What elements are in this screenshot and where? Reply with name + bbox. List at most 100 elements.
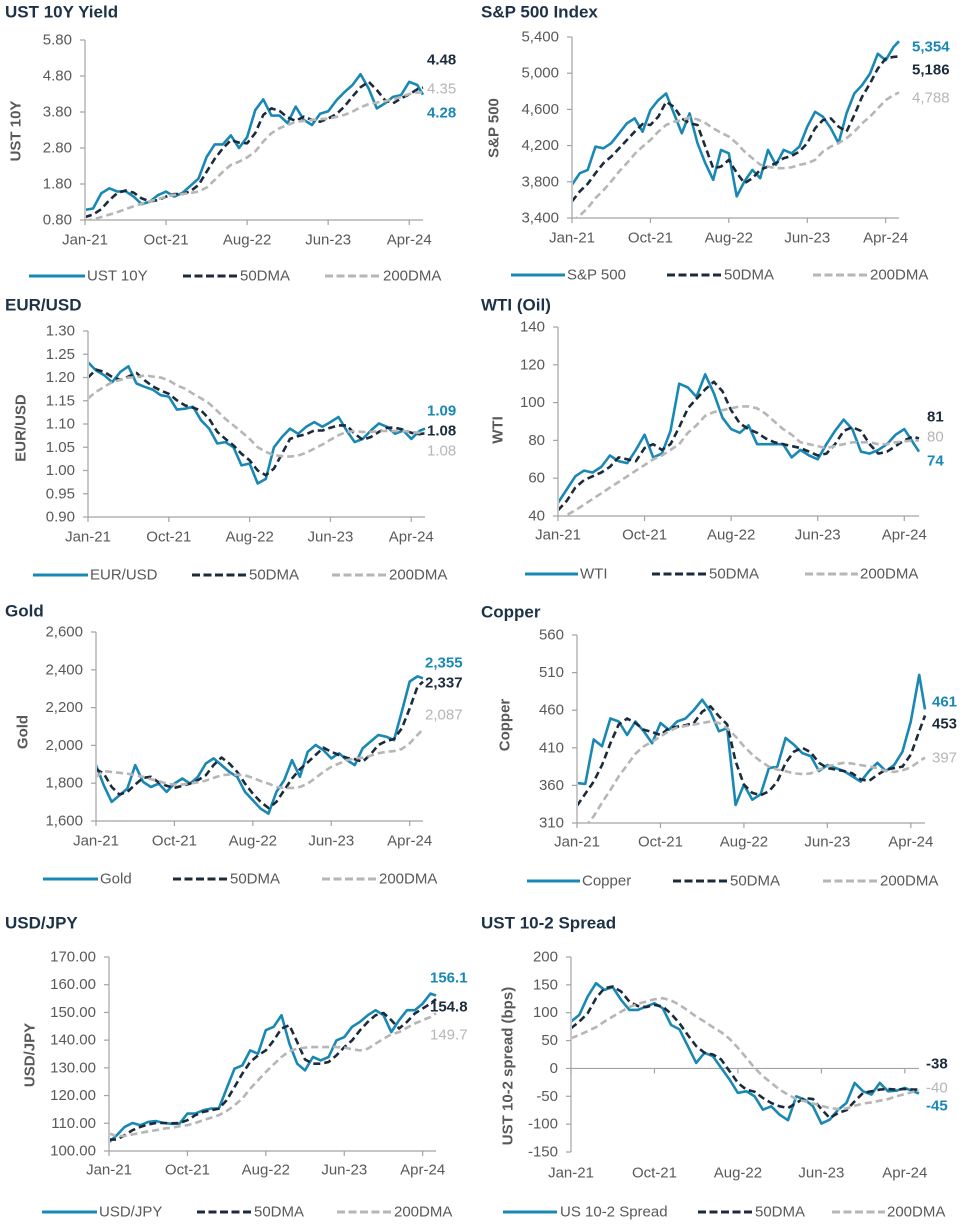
legend-label: 200DMA <box>383 268 441 285</box>
chart-panel-s-p-500-index: S&P 500 Index S&P 500 3,400 3,800 4,200 4,600… <box>481 3 950 284</box>
x-tick-label: Jan-21 <box>554 834 600 851</box>
y-tick-label: 560 <box>539 627 564 644</box>
x-tick-label: Oct-21 <box>638 834 683 851</box>
plot-area <box>573 40 900 218</box>
chart-panel-wti-oil: WTI (Oil) WTI 40 60 80 100 120 140 Jan-21 Oct-21 A… <box>481 296 944 583</box>
series-line-50dma <box>578 705 927 807</box>
end-value-label-50dma: 5,186 <box>912 62 950 79</box>
plot-area <box>572 981 920 1125</box>
y-axis-title: Copper <box>497 699 514 752</box>
x-tick-label: Jan-21 <box>548 1165 594 1182</box>
legend-item-200dma: 200DMA <box>337 1204 452 1221</box>
end-value-label-50dma: 453 <box>932 716 957 733</box>
x-tick-label: Oct-21 <box>622 527 667 544</box>
y-tick-label: 50 <box>541 1032 558 1049</box>
series-line-s-p-500 <box>573 40 900 198</box>
series-line-eur-usd <box>89 361 426 485</box>
x-tick-label: Jun-23 <box>784 230 830 247</box>
y-tick-label: 2,600 <box>45 624 83 641</box>
y-tick-label: 360 <box>539 777 564 794</box>
x-tick-label: Aug-22 <box>225 529 273 546</box>
plot-area <box>97 675 424 815</box>
series-line-200dma <box>572 996 920 1111</box>
y-tick-label: 0 <box>550 1060 558 1077</box>
x-tick-label: Apr-24 <box>882 1165 927 1182</box>
y-tick-label: 410 <box>539 739 564 756</box>
y-tick-label: 110.00 <box>51 1115 96 1132</box>
y-tick-label: 4,200 <box>521 137 559 154</box>
x-tick-label: Oct-21 <box>165 1162 210 1179</box>
legend-label: S&P 500 <box>567 267 626 284</box>
legend-item-50dma: 50DMA <box>652 566 759 583</box>
series-line-ust-10y <box>86 72 425 212</box>
y-tick-label: 510 <box>539 664 564 681</box>
y-tick-label: 310 <box>539 815 564 832</box>
y-tick-label: 1.00 <box>46 462 75 479</box>
y-tick-label: 200 <box>533 949 558 966</box>
chart-title: EUR/USD <box>5 296 82 315</box>
chart-panel-ust-10-2-spread: UST 10-2 Spread UST 10-2 spread (bps) -150… <box>481 914 948 1221</box>
legend-item-50dma: 50DMA <box>197 1204 304 1221</box>
legend-item-50dma: 50DMA <box>673 873 780 890</box>
series-line-200dma <box>97 728 424 790</box>
y-tick-label: -150 <box>528 1144 558 1161</box>
legend-item-200dma: 200DMA <box>813 267 928 284</box>
legend-item-200dma: 200DMA <box>832 1204 945 1221</box>
end-value-label-200dma: -40 <box>926 1080 948 1097</box>
y-tick-label: 100 <box>520 394 545 411</box>
legend-label: 50DMA <box>240 268 290 285</box>
plot-area <box>86 72 425 220</box>
x-tick-label: Oct-21 <box>146 529 191 546</box>
x-tick-label: Oct-21 <box>152 833 197 850</box>
legend-label: 50DMA <box>254 1204 304 1221</box>
x-tick-label: Jun-23 <box>308 529 354 546</box>
x-tick-label: Jan-21 <box>535 527 581 544</box>
end-value-label-50dma: 4.48 <box>427 52 456 69</box>
legend-item-50dma: 50DMA <box>667 267 774 284</box>
series-line-200dma <box>562 405 919 516</box>
y-tick-label: 1.20 <box>46 369 75 386</box>
legend-item-200dma: 200DMA <box>322 871 437 888</box>
end-value-label-usd-jpy: 156.1 <box>430 970 468 987</box>
legend-label: 50DMA <box>755 1204 805 1221</box>
y-tick-label: 60 <box>528 470 545 487</box>
x-tick-label: Jan-21 <box>73 833 119 850</box>
y-tick-label: 130.00 <box>50 1059 96 1076</box>
chart-title: UST 10-2 Spread <box>481 914 616 933</box>
x-tick-label: Jun-23 <box>804 834 850 851</box>
y-tick-label: 2,000 <box>45 737 83 754</box>
x-tick-label: Jun-23 <box>305 232 351 249</box>
y-axis-title: UST 10-2 spread (bps) <box>500 987 517 1145</box>
end-value-label-50dma: -38 <box>926 1056 948 1073</box>
plot-area <box>89 361 426 485</box>
series-line-50dma <box>89 368 426 477</box>
end-value-label-us-10-2-spread: -45 <box>926 1098 948 1115</box>
y-tick-label: 1,600 <box>45 813 83 830</box>
plot-area <box>110 992 437 1143</box>
plot-area <box>578 673 927 823</box>
legend-label: UST 10Y <box>87 268 148 285</box>
x-tick-label: Jun-23 <box>308 833 354 850</box>
y-tick-label: 40 <box>528 508 545 525</box>
y-axis-title: Gold <box>15 715 32 749</box>
end-value-label-50dma: 154.8 <box>430 999 468 1016</box>
y-tick-label: 1.10 <box>46 416 75 433</box>
x-tick-label: Aug-22 <box>223 232 271 249</box>
end-value-label-200dma: 397 <box>932 750 957 767</box>
y-tick-label: 1,800 <box>45 775 83 792</box>
legend-label: 50DMA <box>709 566 759 583</box>
y-axis-title: S&P 500 <box>486 98 503 158</box>
chart-panel-ust-10y-yield: UST 10Y Yield UST 10Y 0.80 1.80 2.80 3.80 4.80… <box>5 3 456 285</box>
y-tick-label: 0.80 <box>43 212 72 229</box>
legend-item-200dma: 200DMA <box>823 873 938 890</box>
legend-label: 200DMA <box>880 873 938 890</box>
legend: WTI 50DMA 200DMA <box>525 566 918 583</box>
y-tick-label: -100 <box>528 1116 558 1133</box>
x-tick-label: Apr-24 <box>400 1162 445 1179</box>
legend-item-50dma: 50DMA <box>192 567 299 584</box>
y-tick-label: 100 <box>533 1004 558 1021</box>
legend-item-s-p-500: S&P 500 <box>511 267 626 284</box>
x-tick-label: Jan-21 <box>62 232 108 249</box>
end-value-label-50dma: 81 <box>927 409 944 426</box>
y-tick-label: 3.80 <box>43 104 72 121</box>
